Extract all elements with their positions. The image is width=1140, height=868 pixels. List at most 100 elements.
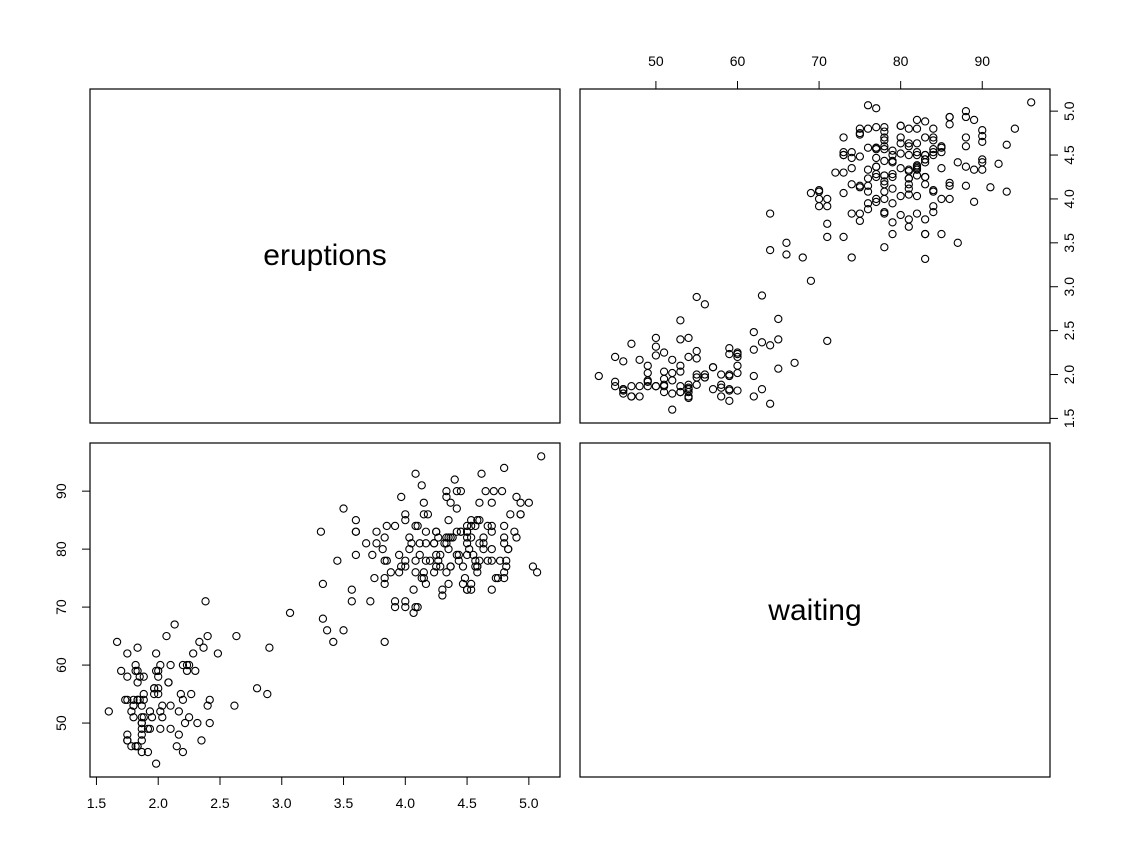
data-point [847, 153, 856, 163]
data-point [532, 568, 542, 577]
data-point [147, 713, 157, 722]
data-point [659, 367, 669, 376]
data-point [380, 573, 389, 583]
data-point [945, 120, 954, 129]
data-point [610, 382, 620, 391]
data-point [929, 207, 938, 217]
data-point [411, 556, 420, 565]
data-point [390, 602, 400, 612]
data-point [757, 291, 767, 300]
data-point [432, 562, 441, 571]
data-point [790, 358, 799, 367]
data-point [154, 684, 163, 693]
tick-label: 4.0 [396, 795, 416, 811]
data-point [733, 361, 742, 370]
data-point [814, 202, 824, 211]
data-point [401, 515, 410, 525]
data-point [164, 678, 173, 687]
data-point [684, 380, 693, 389]
data-point [749, 327, 758, 337]
data-point [487, 585, 496, 594]
data-point [318, 614, 328, 623]
data-point [469, 550, 478, 560]
data-point [487, 527, 496, 536]
data-point [434, 556, 443, 565]
data-point [191, 666, 200, 676]
data-point [765, 341, 775, 350]
data-point [888, 229, 897, 239]
data-point [506, 510, 515, 519]
data-point [969, 197, 979, 206]
data-point [961, 112, 971, 122]
data-point [896, 121, 905, 130]
data-point [904, 222, 913, 231]
data-point [912, 150, 922, 160]
data-point [123, 649, 132, 658]
data-point [872, 153, 881, 163]
data-point [405, 544, 414, 554]
data-point [619, 357, 628, 366]
data-point [717, 383, 726, 392]
data-point [446, 498, 455, 507]
data-point [627, 392, 636, 401]
data-point [643, 361, 652, 370]
data-point [213, 649, 223, 658]
data-point [823, 336, 832, 346]
data-point [798, 253, 807, 262]
data-point [896, 210, 905, 220]
data-point [442, 533, 451, 542]
data-point [479, 533, 488, 542]
data-point [396, 562, 406, 571]
data-point [415, 539, 424, 548]
data-point [497, 486, 507, 496]
data-point [855, 124, 865, 133]
data-point [154, 689, 163, 699]
data-point [904, 142, 913, 151]
data-point [610, 377, 620, 386]
data-point [499, 539, 509, 548]
tick-label: 2.0 [1061, 365, 1077, 385]
data-point [904, 150, 913, 160]
data-point [265, 643, 274, 652]
data-point [904, 190, 913, 199]
data-point [986, 183, 995, 192]
data-point [872, 104, 881, 113]
data-point [121, 695, 130, 705]
data-point [347, 597, 356, 606]
data-point [912, 147, 922, 157]
data-point [203, 631, 212, 641]
data-point [466, 585, 476, 594]
data-point [411, 568, 420, 577]
data-point [692, 292, 701, 302]
data-point [880, 127, 889, 136]
data-point [316, 527, 326, 536]
data-point [378, 544, 387, 554]
data-point [419, 573, 428, 583]
data-point [131, 742, 140, 751]
data-point [460, 573, 470, 583]
data-point [413, 602, 422, 612]
data-point [495, 556, 505, 565]
data-point [462, 550, 472, 560]
data-point [318, 579, 328, 589]
data-point [594, 371, 603, 381]
tick-label: 5.0 [1061, 101, 1077, 121]
data-point [872, 197, 881, 207]
data-point [466, 515, 476, 525]
data-point [757, 385, 767, 394]
data-point [888, 218, 897, 227]
data-point [651, 333, 661, 343]
data-point [904, 180, 913, 189]
data-point [409, 585, 418, 594]
data-point [880, 243, 889, 252]
data-point [782, 250, 791, 259]
data-point [466, 533, 476, 542]
data-point [252, 684, 262, 693]
data-point [643, 376, 652, 385]
data-point [896, 149, 905, 158]
data-point [170, 620, 179, 629]
data-point [1027, 98, 1036, 107]
data-point [456, 527, 466, 536]
data-point [920, 215, 930, 224]
data-point [961, 142, 971, 151]
